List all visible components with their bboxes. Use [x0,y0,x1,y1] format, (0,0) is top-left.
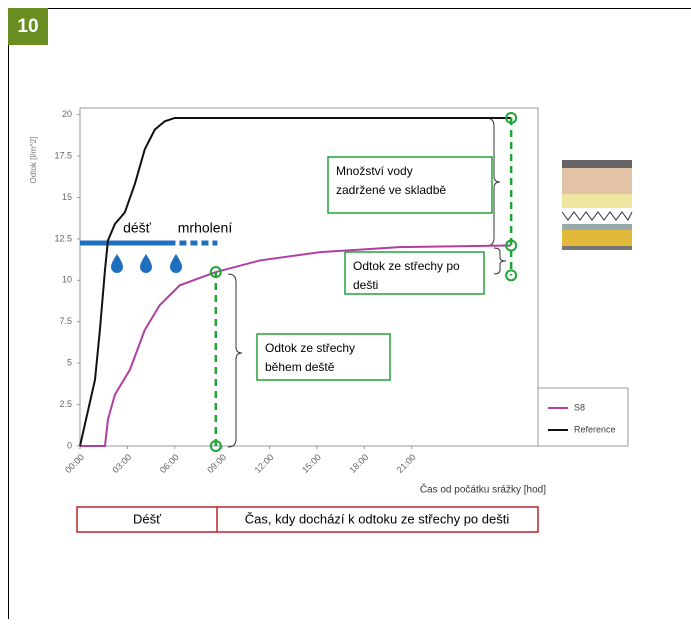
legend-label: Reference [574,424,616,434]
x-tick-label: 12:00 [253,452,276,475]
drop-icon [111,254,123,273]
y-tick-label: 15 [62,192,72,202]
legend-label: S8 [574,402,585,412]
drop-icon [170,254,182,273]
x-tick-label: 21:00 [395,452,418,475]
y-tick-label: 5 [67,358,72,368]
rain-label: déšť [123,220,152,236]
annotation-text: během deště [265,360,335,374]
x-tick-label: 15:00 [300,452,323,475]
drop-icon [140,254,152,273]
annotation-text: Množství vody [336,164,413,178]
x-tick-label: 00:00 [63,452,86,475]
annotation-text: dešti [353,278,378,292]
x-tick-label: 18:00 [347,452,370,475]
badge-number: 10 [17,16,38,37]
y-axis-label: Odtok [l/m^2] [29,137,38,184]
annotation-text: zadržené ve skladbě [336,183,446,197]
annotation-text: Odtok ze střechy [265,341,355,355]
y-tick-label: 7.5 [59,316,72,326]
roof-illustration [562,160,632,250]
y-tick-label: 10 [62,275,72,285]
table-cell: Déšť [133,511,161,526]
table-cell: Čas, kdy dochází k odtoku ze střechy po … [245,511,510,526]
y-tick-label: 0 [67,440,72,450]
figure: 10 Déšť Čas, kdy dochází k odtoku ze stř… [0,0,691,619]
drizzle-label: mrholení [178,220,233,236]
y-tick-label: 20 [62,109,72,119]
brace [228,274,242,447]
y-tick-label: 12.5 [54,233,72,243]
brace [494,248,506,274]
x-axis-label: Čas od počátku srážky [hod] [420,483,546,496]
x-tick-label: 03:00 [110,452,133,475]
y-tick-label: 2.5 [59,399,72,409]
y-tick-label: 17.5 [54,150,72,160]
legend-box [538,388,628,446]
annotation-text: Odtok ze střechy po [353,259,460,273]
x-tick-label: 06:00 [158,452,181,475]
x-tick-label: 09:00 [205,452,228,475]
